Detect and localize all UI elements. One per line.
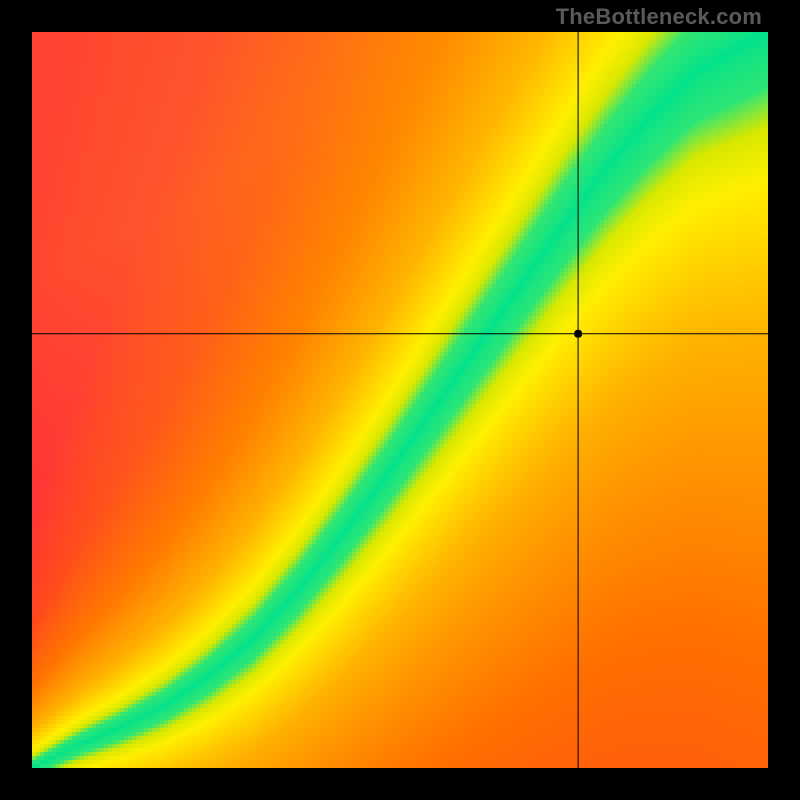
watermark-text: TheBottleneck.com (556, 4, 762, 30)
